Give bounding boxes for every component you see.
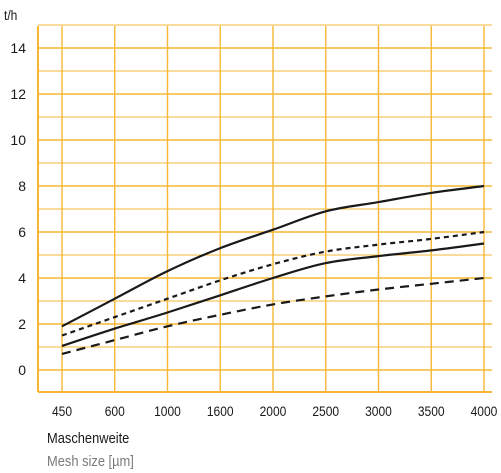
x-tick-label: 1000 xyxy=(154,403,181,419)
y-tick-label: 12 xyxy=(10,86,26,102)
x-tick-label: 2000 xyxy=(260,403,287,419)
x-tick-label: 3500 xyxy=(418,403,445,419)
x-tick-label: 3000 xyxy=(365,403,392,419)
x-tick-label: 1600 xyxy=(207,403,234,419)
y-tick-label: 8 xyxy=(18,178,26,194)
y-tick-label: 4 xyxy=(18,270,26,286)
series-line-3-solid xyxy=(61,242,485,347)
y-tick-labels: 0 2 4 6 8 10 12 14 xyxy=(10,40,26,378)
y-tick-label: 10 xyxy=(10,132,26,148)
y-tick-label: 0 xyxy=(18,362,26,378)
grid-major-lines xyxy=(38,26,492,392)
series-line-1-solid xyxy=(61,184,485,328)
y-tick-label: 6 xyxy=(18,224,26,240)
y-axis-unit: t/h xyxy=(4,7,17,23)
x-axis-label: Maschenweite xyxy=(47,429,130,446)
axes xyxy=(37,26,492,393)
grid-minor-lines xyxy=(38,24,492,348)
x-tick-label: 2500 xyxy=(312,403,339,419)
x-axis-label-secondary: Mesh size [µm] xyxy=(47,452,134,469)
series-line-4-dashed xyxy=(61,276,485,355)
y-tick-label: 14 xyxy=(10,40,26,56)
x-tick-label: 600 xyxy=(105,403,125,419)
y-tick-label: 2 xyxy=(18,316,26,332)
x-tick-labels: 450 600 1000 1600 2000 2500 3000 3500 4000 xyxy=(52,403,497,419)
series-layer xyxy=(61,184,485,355)
x-tick-label: 450 xyxy=(52,403,72,419)
series-line-2-dotted xyxy=(61,230,485,337)
x-tick-label: 4000 xyxy=(471,403,498,419)
